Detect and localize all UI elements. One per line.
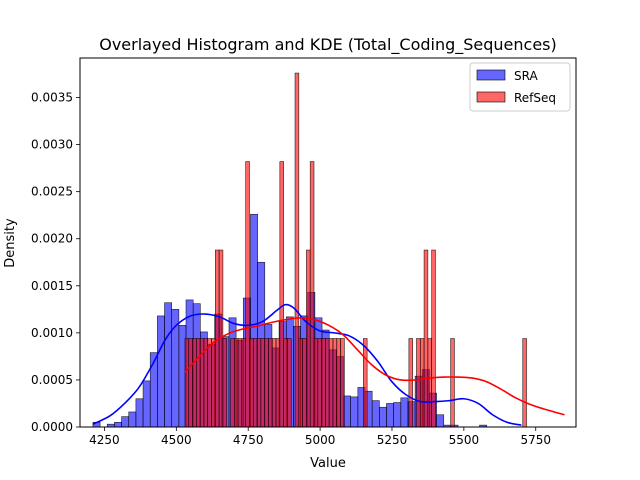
x-tick-label-1: 4500 xyxy=(161,433,192,447)
bar-refseq-38 xyxy=(328,338,334,428)
bar-refseq-24 xyxy=(275,338,281,428)
legend-swatch-sra xyxy=(476,69,506,81)
bar-sra-48 xyxy=(436,414,445,428)
bar-refseq-40 xyxy=(336,338,341,428)
bar-refseq-2 xyxy=(192,338,197,428)
bar-refseq-41 xyxy=(340,338,345,428)
bar-refseq-35 xyxy=(317,338,322,428)
bar-refseq-61 xyxy=(416,338,421,428)
bar-sra-6 xyxy=(135,398,144,428)
bar-refseq-17 xyxy=(249,338,254,428)
y-tick-label-4: 0.0020 xyxy=(31,232,73,246)
bar-refseq-62 xyxy=(419,338,425,428)
bar-sra-40 xyxy=(379,406,387,428)
legend-swatch-refseq xyxy=(476,91,506,103)
bar-refseq-32 xyxy=(306,249,311,428)
bar-refseq-39 xyxy=(332,338,338,428)
bar-sra-3 xyxy=(114,421,122,428)
bar-refseq-89 xyxy=(522,338,527,428)
legend-label-sra: SRA xyxy=(514,69,538,83)
bar-refseq-20 xyxy=(260,338,265,428)
y-tick-label-5: 0.0025 xyxy=(31,185,73,199)
bar-refseq-34 xyxy=(313,338,319,428)
bar-refseq-25 xyxy=(279,161,284,428)
x-tick-label-3: 5000 xyxy=(305,433,336,447)
plot-frame xyxy=(79,57,577,428)
bar-refseq-27 xyxy=(287,338,292,428)
x-axis: 4250 4500 4750 5000 5250 5500 5750 xyxy=(89,427,551,447)
bar-refseq-31 xyxy=(302,338,307,428)
bar-refseq-29 xyxy=(294,72,300,428)
bar-refseq-33 xyxy=(309,161,315,428)
bar-sra-10 xyxy=(164,302,172,428)
bar-sra-5 xyxy=(128,411,137,428)
bar-refseq-36 xyxy=(321,338,326,428)
y-axis-label: Density xyxy=(3,218,18,268)
legend: SRA RefSeq xyxy=(469,62,571,112)
bar-sra-8 xyxy=(149,352,158,428)
x-tick-label-6: 5750 xyxy=(520,433,551,447)
y-tick-label-2: 0.0010 xyxy=(31,326,73,340)
bar-sra-36 xyxy=(350,396,359,428)
bar-refseq-6 xyxy=(207,338,212,428)
x-tick-label-4: 5250 xyxy=(377,433,408,447)
bar-sra-42 xyxy=(393,402,402,428)
bar-refseq-12 xyxy=(230,338,235,428)
bar-refseq-3 xyxy=(196,338,201,428)
bar-refseq-21 xyxy=(264,338,269,428)
bar-refseq-22 xyxy=(268,338,273,428)
bar-refseq-26 xyxy=(283,338,288,428)
bar-sra-4 xyxy=(121,416,130,428)
bar-refseq-13 xyxy=(233,338,239,428)
kde-line-sra xyxy=(92,303,522,426)
bar-refseq-0 xyxy=(184,338,190,428)
bar-refseq-70 xyxy=(450,338,455,428)
kde-line-refseq xyxy=(184,317,565,416)
y-axis: 0.0000 0.0005 0.0010 0.0015 0.0020 0.0025 0.00… xyxy=(31,91,80,434)
bar-refseq-14 xyxy=(237,338,243,428)
bar-sra-39 xyxy=(371,400,380,428)
bar-refseq-16 xyxy=(245,161,250,428)
bar-refseq-63 xyxy=(423,249,429,428)
bar-refseq-23 xyxy=(271,338,277,428)
bar-refseq-18 xyxy=(252,338,258,428)
x-axis-label: Value xyxy=(310,456,346,471)
bar-refseq-7 xyxy=(211,338,216,428)
bar-refseq-64 xyxy=(427,338,432,428)
y-tick-label-3: 0.0015 xyxy=(31,279,73,293)
y-tick-label-0: 0.0000 xyxy=(31,420,73,434)
legend-label-refseq: RefSeq xyxy=(514,91,556,105)
bar-refseq-15 xyxy=(241,338,246,428)
bar-refseq-47 xyxy=(363,338,368,428)
bar-refseq-59 xyxy=(408,338,413,428)
bar-refseq-19 xyxy=(256,338,262,428)
bar-sra-9 xyxy=(157,315,165,428)
x-tick-label-2: 4750 xyxy=(233,433,264,447)
bar-refseq-37 xyxy=(325,338,330,428)
bar-refseq-10 xyxy=(222,338,228,428)
y-tick-label-6: 0.0030 xyxy=(31,138,73,152)
chart-title: Overlayed Histogram and KDE (Total_Codin… xyxy=(99,35,557,55)
y-tick-label-7: 0.0035 xyxy=(31,91,73,105)
bar-sra-43 xyxy=(400,397,409,428)
y-tick-label-1: 0.0005 xyxy=(31,373,73,387)
bar-refseq-30 xyxy=(298,338,303,428)
bar-refseq-1 xyxy=(188,338,193,428)
x-tick-label-0: 4250 xyxy=(89,433,120,447)
bar-refseq-65 xyxy=(431,249,436,428)
kde-layer xyxy=(92,303,565,426)
bar-sra-41 xyxy=(386,403,394,428)
x-tick-label-5: 5500 xyxy=(449,433,480,447)
bar-sra-7 xyxy=(142,380,151,428)
